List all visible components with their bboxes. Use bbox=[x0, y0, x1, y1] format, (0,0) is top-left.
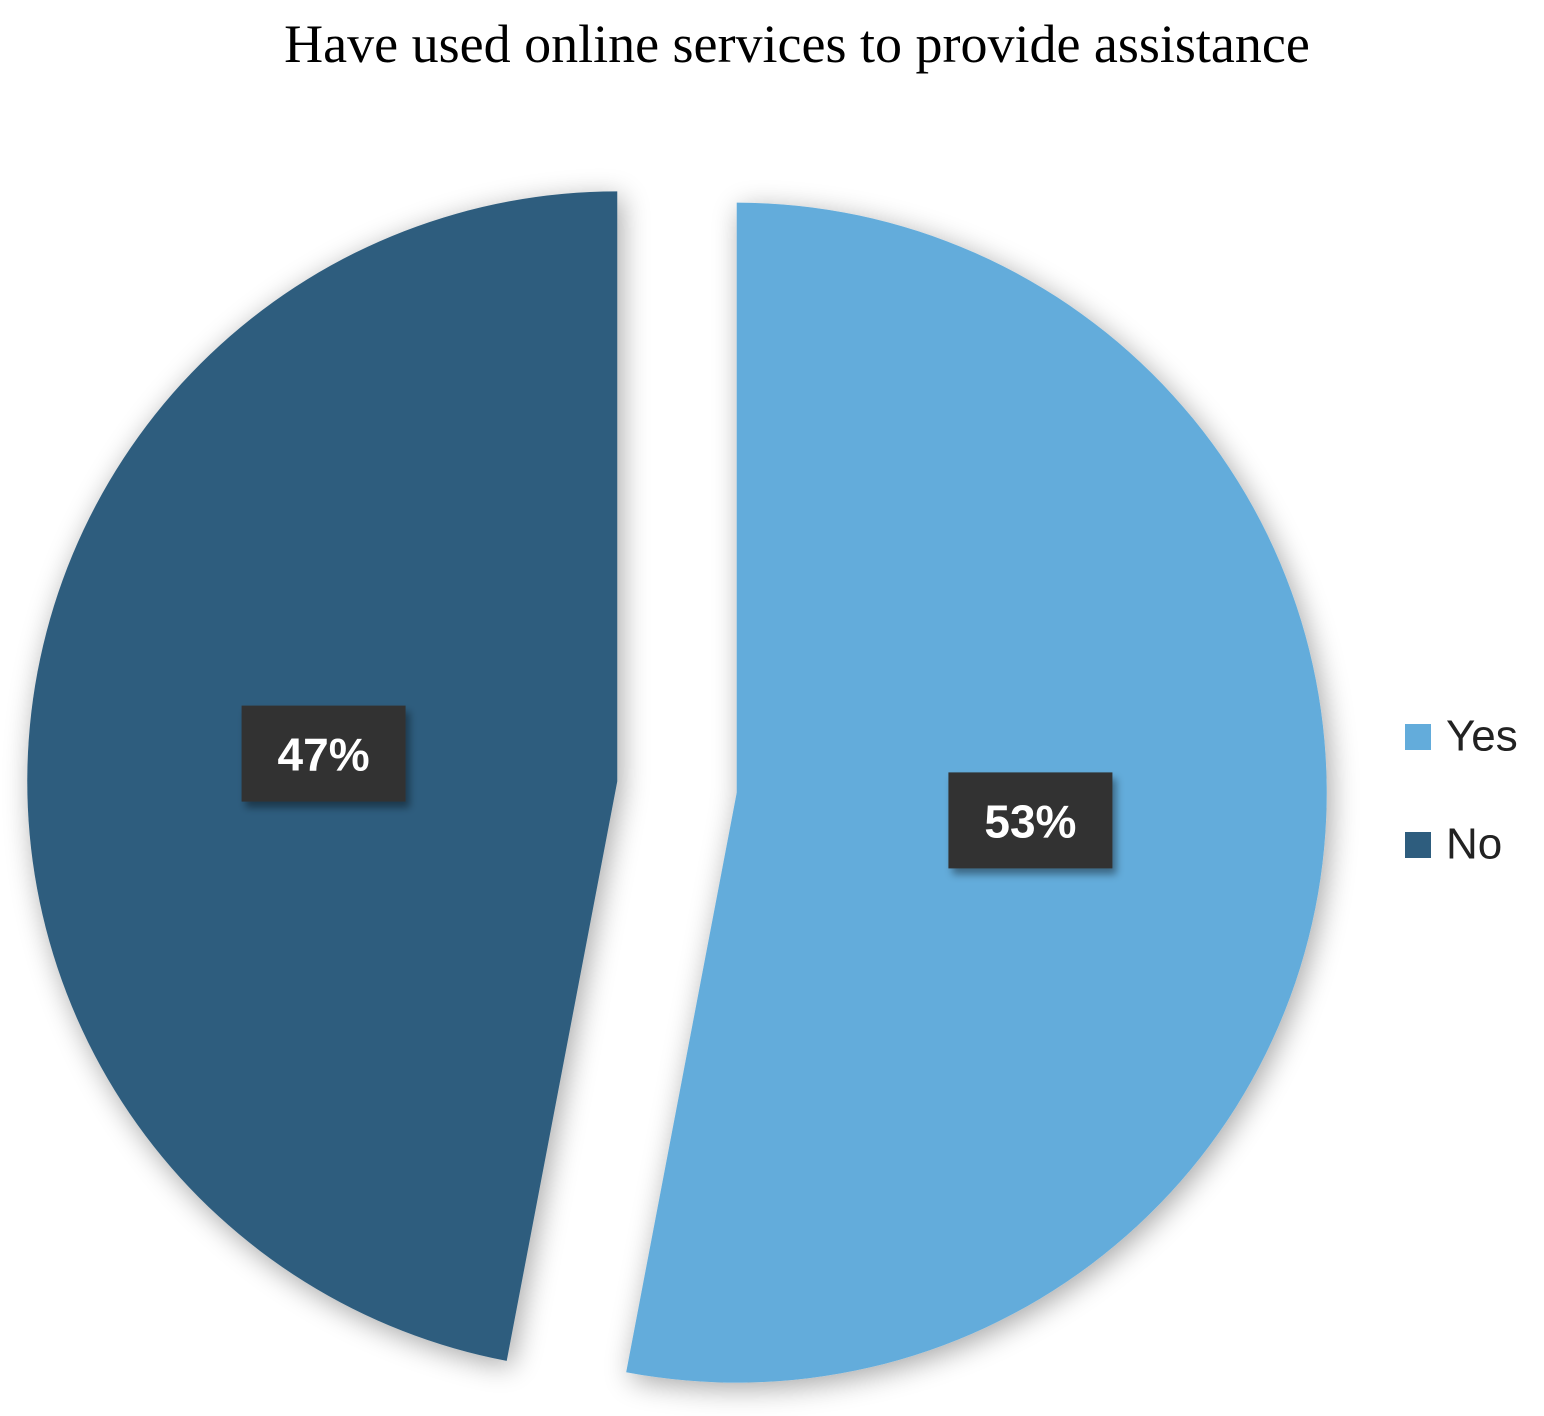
legend-label: Yes bbox=[1446, 712, 1518, 761]
chart-title: Have used online services to provide ass… bbox=[284, 14, 1310, 74]
value-label: 47% bbox=[278, 729, 370, 781]
legend-label: No bbox=[1446, 820, 1502, 869]
legend: Yes No bbox=[1405, 712, 1518, 869]
legend-swatch bbox=[1405, 724, 1431, 750]
label-box bbox=[948, 772, 1113, 869]
pie bbox=[27, 191, 1327, 1383]
value-label: 53% bbox=[984, 795, 1076, 847]
label-box bbox=[241, 705, 406, 802]
value-labels: 53% 47% bbox=[241, 705, 1113, 869]
legend-swatch bbox=[1405, 832, 1431, 858]
